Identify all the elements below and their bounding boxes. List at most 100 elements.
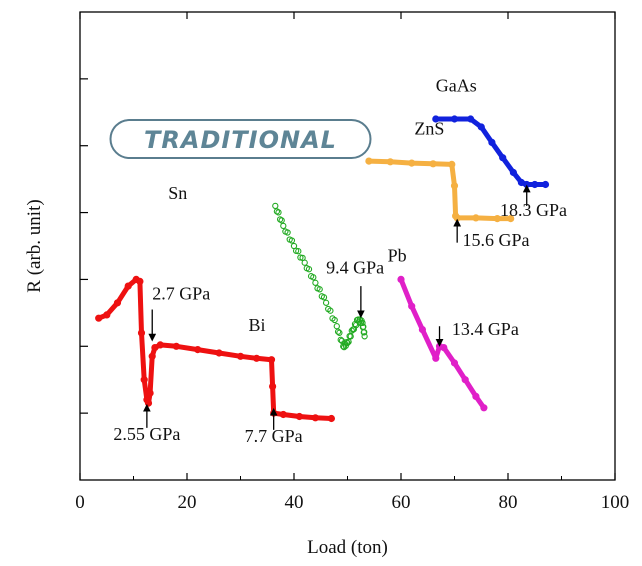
series-line-bi (96, 276, 334, 421)
data-point-bi (236, 352, 245, 360)
data-point-bi (253, 354, 261, 362)
data-point-pb (397, 275, 405, 283)
data-point-sn (340, 343, 348, 351)
data-point-zns (472, 214, 480, 222)
data-point-pb (432, 354, 440, 362)
series-line-zns (366, 158, 514, 222)
data-point-sn (305, 266, 313, 273)
data-point-zns (507, 215, 515, 223)
data-point-zns (448, 160, 456, 168)
data-point-zns (450, 182, 459, 190)
series-sn (272, 202, 368, 351)
annotation-label: Pb (388, 245, 407, 265)
data-point-pb (408, 302, 416, 310)
data-point-bi (267, 356, 276, 364)
data-point-bi (113, 299, 122, 307)
series-line-pb (398, 276, 487, 411)
data-point-bi (144, 399, 153, 407)
data-point-sn (361, 333, 368, 340)
data-point-sn (275, 209, 282, 216)
data-point-sn (280, 222, 287, 230)
x-tick-label: 60 (392, 492, 411, 513)
data-point-bi (156, 341, 164, 349)
data-point-pb (418, 325, 426, 334)
data-point-sn (334, 328, 342, 335)
data-point-pb (450, 359, 459, 367)
data-point-sn (322, 299, 330, 306)
data-point-bi (95, 314, 103, 322)
data-point-zns (408, 159, 416, 167)
data-point-sn (337, 336, 344, 343)
data-point-sn (327, 307, 334, 314)
data-point-sn (284, 229, 291, 236)
annotation-label: 9.4 GPa (326, 257, 384, 277)
data-point-gaas (531, 180, 539, 189)
series-gaas (432, 115, 550, 189)
data-point-gaas (499, 154, 507, 162)
series-bi (95, 275, 335, 423)
data-point-sn (310, 274, 317, 281)
data-point-bi (148, 352, 156, 360)
data-point-bi (140, 376, 148, 384)
data-point-pb (440, 343, 448, 352)
annotation-label: 2.7 GPa (152, 283, 210, 303)
data-point-sn (312, 279, 319, 286)
data-point-gaas (466, 115, 475, 123)
x-tick-label: 20 (178, 492, 197, 513)
data-point-bi (279, 410, 287, 419)
data-point-bi (124, 282, 132, 290)
data-point-bi (103, 311, 111, 319)
data-point-sn (299, 254, 306, 262)
data-point-pb (472, 392, 480, 400)
annotation-label: Sn (168, 183, 187, 203)
data-point-bi (311, 414, 319, 422)
plot-frame (79, 11, 616, 481)
data-point-bi (215, 349, 223, 357)
x-tick-label: 100 (601, 492, 630, 513)
data-point-gaas (509, 168, 518, 177)
data-point-sn (320, 294, 328, 301)
data-point-bi (172, 342, 180, 350)
x-tick-label: 40 (285, 492, 304, 513)
data-point-gaas (432, 115, 440, 123)
data-point-gaas (541, 180, 550, 189)
data-point-sn (347, 333, 354, 340)
y-axis-label: R (arb. unit) (24, 199, 45, 292)
data-point-sn (333, 323, 340, 330)
data-point-sn (336, 329, 343, 336)
data-point-bi (194, 345, 202, 354)
annotation-label: 13.4 GPa (452, 319, 519, 339)
data-point-sn (272, 202, 279, 210)
data-point-bi (295, 412, 303, 421)
data-point-zns (453, 214, 461, 222)
data-point-pb (461, 376, 469, 384)
data-point-sn (288, 237, 296, 244)
data-point-sn (331, 316, 338, 324)
annotation-label: 7.7 GPa (245, 426, 303, 446)
traditional-badge (109, 119, 372, 160)
annotation-label: ZnS (414, 118, 444, 138)
data-point-bi (136, 277, 144, 285)
data-point-pb (480, 404, 488, 412)
annotation-label: 2.55 GPa (113, 424, 180, 444)
series-pb (397, 275, 488, 412)
data-point-sn (345, 338, 352, 345)
data-point-zns (493, 215, 501, 223)
annotation-label: GaAs (436, 76, 477, 96)
x-tick-label: 0 (75, 492, 85, 513)
data-point-sn (358, 317, 365, 324)
annotation-label: 18.3 GPa (500, 200, 567, 220)
data-point-sn (278, 217, 285, 224)
data-point-sn (361, 328, 368, 336)
data-point-gaas (477, 123, 485, 131)
annotation-label: Bi (249, 315, 266, 335)
data-point-gaas (450, 115, 459, 123)
data-point-sn (295, 248, 302, 255)
data-point-gaas (488, 138, 496, 146)
x-tick-label: 80 (499, 492, 518, 513)
x-axis-label: Load (ton) (307, 537, 388, 558)
data-point-gaas (523, 180, 531, 189)
data-point-bi (146, 389, 154, 397)
traditional-badge-text: TRADITIONAL (144, 126, 337, 154)
